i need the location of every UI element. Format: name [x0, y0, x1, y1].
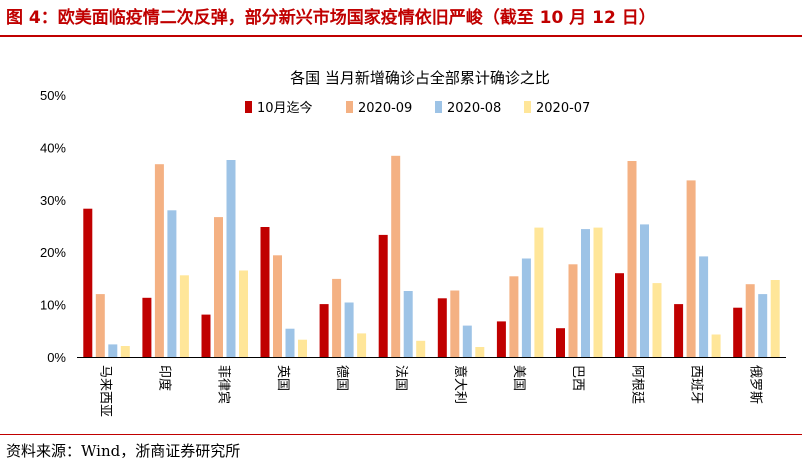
- bar: [201, 314, 211, 357]
- chart-title: 各国 当月新增确诊占全部累计确诊之比: [290, 69, 550, 87]
- bar: [450, 290, 460, 357]
- bar: [733, 307, 743, 357]
- bar: [770, 280, 780, 357]
- bar: [167, 210, 177, 357]
- y-tick-label: 30%: [40, 193, 66, 208]
- bar: [298, 339, 307, 357]
- bar: [593, 227, 603, 357]
- bar: [285, 328, 295, 357]
- x-tick-label: 法国: [393, 365, 408, 391]
- bar: [239, 270, 248, 357]
- bar: [403, 291, 413, 357]
- source-note: 资料来源：Wind，浙商证券研究所: [6, 442, 241, 460]
- legend-swatch: [435, 101, 442, 113]
- legend-label: 2020-09: [358, 101, 412, 116]
- bar: [142, 297, 152, 357]
- bar: [332, 278, 342, 357]
- y-tick-label: 20%: [40, 245, 66, 260]
- legend-label: 10月迄今: [257, 100, 313, 116]
- bar: [273, 255, 282, 357]
- bar: [521, 258, 531, 357]
- y-tick-label: 0%: [47, 350, 66, 365]
- bar: [357, 333, 367, 357]
- bar: [627, 161, 637, 357]
- x-tick-label: 菲律宾: [216, 365, 232, 404]
- bar: [568, 264, 578, 357]
- bar: [437, 298, 447, 357]
- bar: [556, 328, 565, 357]
- bar: [378, 234, 388, 357]
- x-tick-label: 印度: [157, 365, 173, 391]
- bar: [686, 180, 696, 357]
- bar: [226, 160, 236, 357]
- bar: [745, 284, 755, 357]
- bar: [496, 321, 506, 357]
- legend-swatch: [346, 101, 353, 113]
- title-rule: [0, 35, 802, 37]
- bar: [711, 334, 721, 357]
- x-tick-label: 美国: [511, 365, 526, 391]
- bar: [260, 227, 270, 357]
- bar-chart: 各国 当月新增确诊占全部累计确诊之比 10月迄今 2020-09 2020-08 20…: [40, 69, 786, 417]
- legend-swatch: [524, 101, 531, 113]
- bar: [534, 227, 544, 357]
- source-rule: [0, 434, 802, 435]
- bar: [758, 294, 768, 357]
- bar: [344, 302, 354, 357]
- legend: 10月迄今 2020-09 2020-08 2020-07: [245, 100, 590, 116]
- bar: [154, 164, 164, 357]
- bar: [391, 155, 401, 357]
- bar: [640, 224, 649, 357]
- bars: [83, 155, 780, 357]
- bar: [674, 304, 684, 357]
- legend-label: 2020-08: [447, 101, 501, 116]
- x-tick-label: 俄罗斯: [748, 365, 763, 404]
- bar: [509, 276, 519, 357]
- bar: [652, 283, 662, 357]
- legend-swatch: [245, 101, 252, 113]
- legend-label: 2020-07: [536, 101, 590, 116]
- bar: [475, 347, 485, 357]
- x-tick-label: 阿根廷: [629, 365, 644, 404]
- x-axis: 马来西亚 印度 菲律宾 英国 德国 法国 意大利 美国 巴西 阿根廷 西班牙 俄罗斯: [77, 357, 786, 417]
- bar: [462, 325, 472, 357]
- bar: [699, 256, 709, 357]
- bar: [214, 217, 223, 357]
- bar: [95, 294, 105, 357]
- x-tick-label: 英国: [275, 365, 290, 391]
- x-tick-label: 马来西亚: [98, 365, 113, 417]
- bar: [581, 229, 590, 357]
- y-axis: 0% 10% 20% 30% 40% 50%: [40, 88, 66, 365]
- y-tick-label: 10%: [40, 298, 66, 313]
- x-tick-label: 巴西: [570, 365, 585, 391]
- bar: [120, 346, 130, 357]
- bar: [108, 344, 118, 357]
- y-tick-label: 40%: [40, 140, 66, 155]
- x-tick-label: 意大利: [452, 365, 468, 404]
- bar: [319, 304, 329, 357]
- x-tick-label: 德国: [334, 365, 349, 391]
- bar: [416, 340, 426, 357]
- bar: [615, 273, 624, 357]
- bar: [179, 275, 189, 357]
- figure-title: 图 4：欧美面临疫情二次反弹，部分新兴市场国家疫情依旧严峻（截至 10 月 12…: [6, 8, 656, 28]
- x-tick-label: 西班牙: [688, 365, 703, 404]
- bar: [83, 208, 93, 357]
- y-tick-label: 50%: [40, 88, 66, 103]
